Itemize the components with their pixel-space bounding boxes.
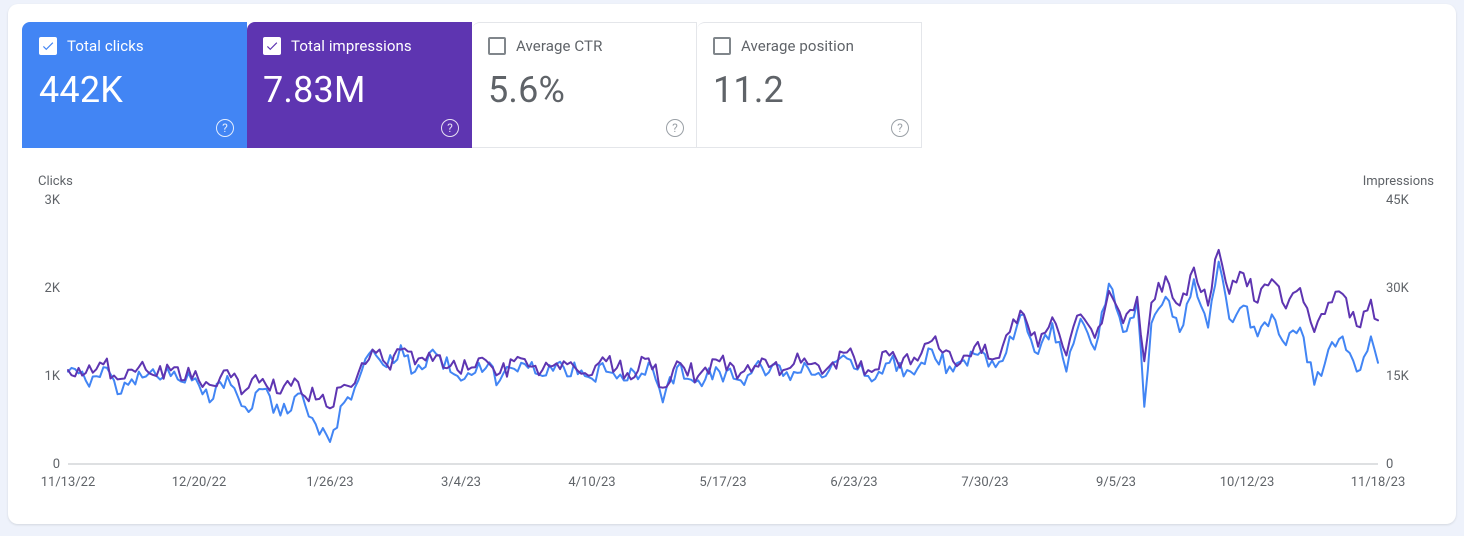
svg-text:45K: 45K: [1386, 193, 1410, 208]
help-icon[interactable]: ?: [891, 119, 909, 137]
metric-card-position[interactable]: Average position 11.2 ?: [697, 22, 922, 148]
svg-text:0: 0: [53, 457, 60, 472]
metric-card-impressions[interactable]: Total impressions 7.83M ?: [247, 22, 472, 148]
checkbox-unchecked-icon: [713, 37, 731, 55]
svg-text:1K: 1K: [45, 369, 61, 384]
svg-text:10/12/23: 10/12/23: [1220, 475, 1275, 490]
svg-text:6/23/23: 6/23/23: [830, 475, 877, 490]
help-icon[interactable]: ?: [666, 119, 684, 137]
svg-text:4/10/23: 4/10/23: [568, 475, 615, 490]
metric-value: 442K: [39, 69, 228, 111]
svg-text:11/13/22: 11/13/22: [41, 475, 96, 490]
svg-text:1/26/23: 1/26/23: [306, 475, 353, 490]
svg-text:7/30/23: 7/30/23: [961, 475, 1008, 490]
chart-container: Clicks Impressions 01K2K3K015K30K45K11/1…: [38, 174, 1434, 504]
svg-text:3/4/23: 3/4/23: [441, 475, 481, 490]
metric-value: 11.2: [713, 69, 903, 111]
svg-text:15K: 15K: [1386, 369, 1410, 384]
svg-text:9/5/23: 9/5/23: [1096, 475, 1136, 490]
metric-value: 7.83M: [263, 69, 453, 111]
metric-cards-row: Total clicks 442K ? Total impressions 7.…: [8, 4, 1456, 148]
metric-card-clicks[interactable]: Total clicks 442K ?: [22, 22, 247, 148]
help-icon[interactable]: ?: [441, 119, 459, 137]
svg-text:11/18/23: 11/18/23: [1351, 475, 1406, 490]
metric-label: Average position: [741, 37, 854, 55]
metric-value: 5.6%: [488, 69, 678, 111]
performance-card: Total clicks 442K ? Total impressions 7.…: [8, 4, 1456, 524]
checkbox-checked-icon: [263, 37, 281, 55]
metric-label: Total clicks: [67, 37, 144, 55]
svg-text:3K: 3K: [45, 193, 61, 208]
svg-text:0: 0: [1386, 457, 1393, 472]
metric-card-ctr[interactable]: Average CTR 5.6% ?: [472, 22, 697, 148]
metric-label: Total impressions: [291, 37, 412, 55]
svg-text:30K: 30K: [1386, 281, 1410, 296]
checkbox-checked-icon: [39, 37, 57, 55]
checkbox-unchecked-icon: [488, 37, 506, 55]
metric-label: Average CTR: [516, 37, 602, 55]
svg-text:5/17/23: 5/17/23: [699, 475, 746, 490]
performance-line-chart: 0 1K 2K 3K 0 15K 30K 45K 11/13/22 12/20/22 1/26/23…: [38, 174, 1434, 504]
help-icon[interactable]: ?: [216, 119, 234, 137]
svg-text:2K: 2K: [45, 281, 61, 296]
svg-text:12/20/22: 12/20/22: [172, 475, 227, 490]
